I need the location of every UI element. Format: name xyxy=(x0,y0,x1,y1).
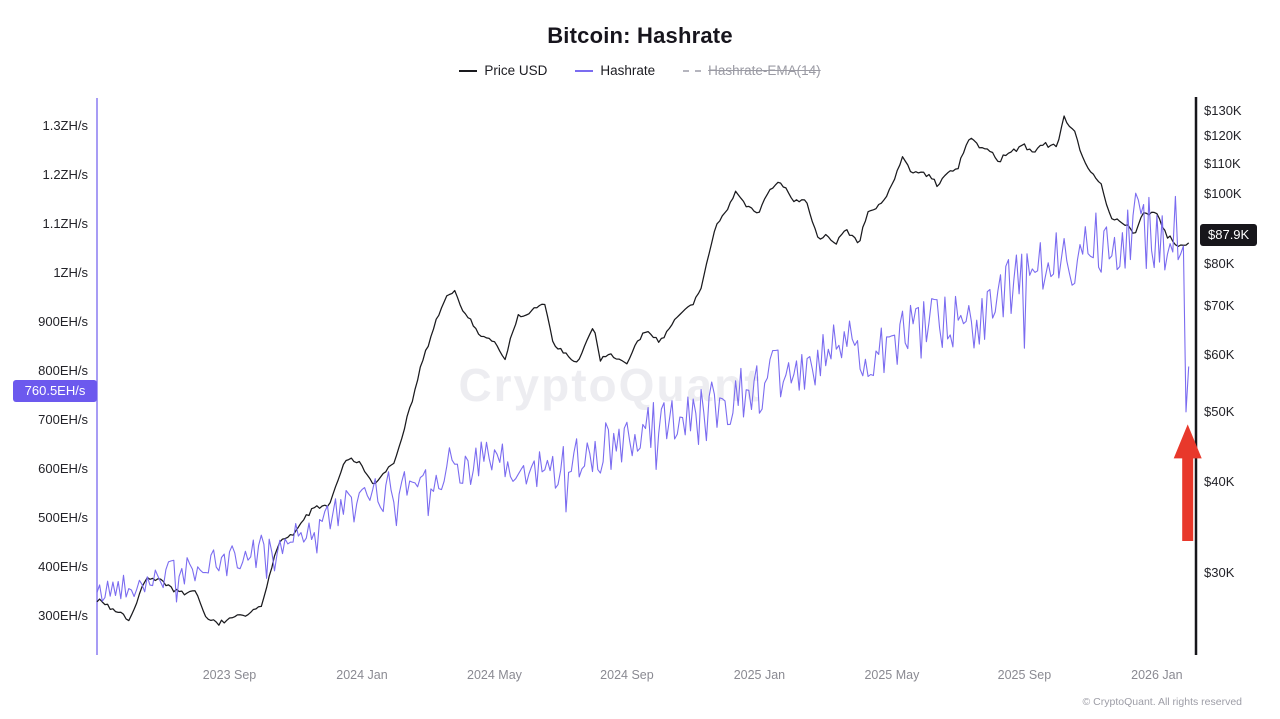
legend-item-price-usd[interactable]: Price USD xyxy=(459,63,547,78)
x-axis-tick: 2025 Jan xyxy=(733,668,786,682)
hashrate-current-value-badge: 760.5EH/s xyxy=(13,380,97,403)
left-axis-tick: 300EH/s xyxy=(38,608,88,623)
left-axis-tick: 500EH/s xyxy=(38,510,88,525)
right-axis-tick: $60K xyxy=(1204,346,1235,362)
price-current-value-badge: $87.9K xyxy=(1200,224,1258,247)
up-arrow-annotation xyxy=(1173,424,1202,541)
right-axis-tick: $30K xyxy=(1204,565,1235,580)
legend-item-hashrate-ema[interactable]: Hashrate-EMA(14) xyxy=(683,63,821,78)
left-axis-tick: 800EH/s xyxy=(38,363,88,378)
x-axis-tick: 2024 Jan xyxy=(336,668,388,682)
copyright-notice: © CryptoQuant. All rights reserved xyxy=(1082,696,1242,708)
chart-legend: Price USD Hashrate Hashrate-EMA(14) xyxy=(0,63,1280,78)
right-axis-tick: $130K xyxy=(1204,103,1242,119)
legend-item-hashrate[interactable]: Hashrate xyxy=(575,63,655,78)
right-axis-tick: $50K xyxy=(1204,404,1235,420)
left-axis-tick: 1ZH/s xyxy=(53,265,88,280)
x-axis-tick: 2025 Sep xyxy=(997,668,1052,682)
x-axis-tick: 2024 Sep xyxy=(600,668,654,682)
right-axis-tick: $110K xyxy=(1204,155,1241,171)
x-axis-tick: 2023 Sep xyxy=(202,668,257,682)
price-usd-line xyxy=(96,115,1190,626)
left-axis-tick: 700EH/s xyxy=(38,412,88,427)
right-axis-tick: $70K xyxy=(1204,298,1235,314)
right-axis-tick: $100K xyxy=(1204,185,1242,201)
right-axis-tick: $40K xyxy=(1204,474,1235,490)
x-axis-tick: 2026 Jan xyxy=(1131,668,1183,682)
left-axis-tick: 1.3ZH/s xyxy=(42,118,88,133)
legend-label-hashrate-ema: Hashrate-EMA(14) xyxy=(708,63,821,78)
right-axis-tick: $120K xyxy=(1204,128,1242,144)
chart-title: Bitcoin: Hashrate xyxy=(547,23,733,48)
cryptoquant-watermark: CryptoQuant xyxy=(458,359,762,411)
left-axis-tick: 900EH/s xyxy=(38,314,88,329)
left-axis-tick: 400EH/s xyxy=(38,559,88,574)
hashrate-line-swatch-icon xyxy=(575,69,594,72)
left-axis-tick: 1.1ZH/s xyxy=(42,216,88,231)
right-axis-tick: $80K xyxy=(1204,256,1235,272)
left-axis-tick: 600EH/s xyxy=(38,461,88,476)
x-axis-tick: 2025 May xyxy=(864,668,920,682)
legend-label-price-usd: Price USD xyxy=(484,63,548,78)
hashrate-line xyxy=(96,192,1190,603)
x-axis-tick: 2024 May xyxy=(467,668,522,682)
left-axis-tick: 1.2ZH/s xyxy=(42,167,88,182)
legend-label-hashrate: Hashrate xyxy=(600,63,656,78)
hashrate-ema-line-swatch-icon xyxy=(683,69,702,72)
price-line-swatch-icon xyxy=(459,69,478,72)
